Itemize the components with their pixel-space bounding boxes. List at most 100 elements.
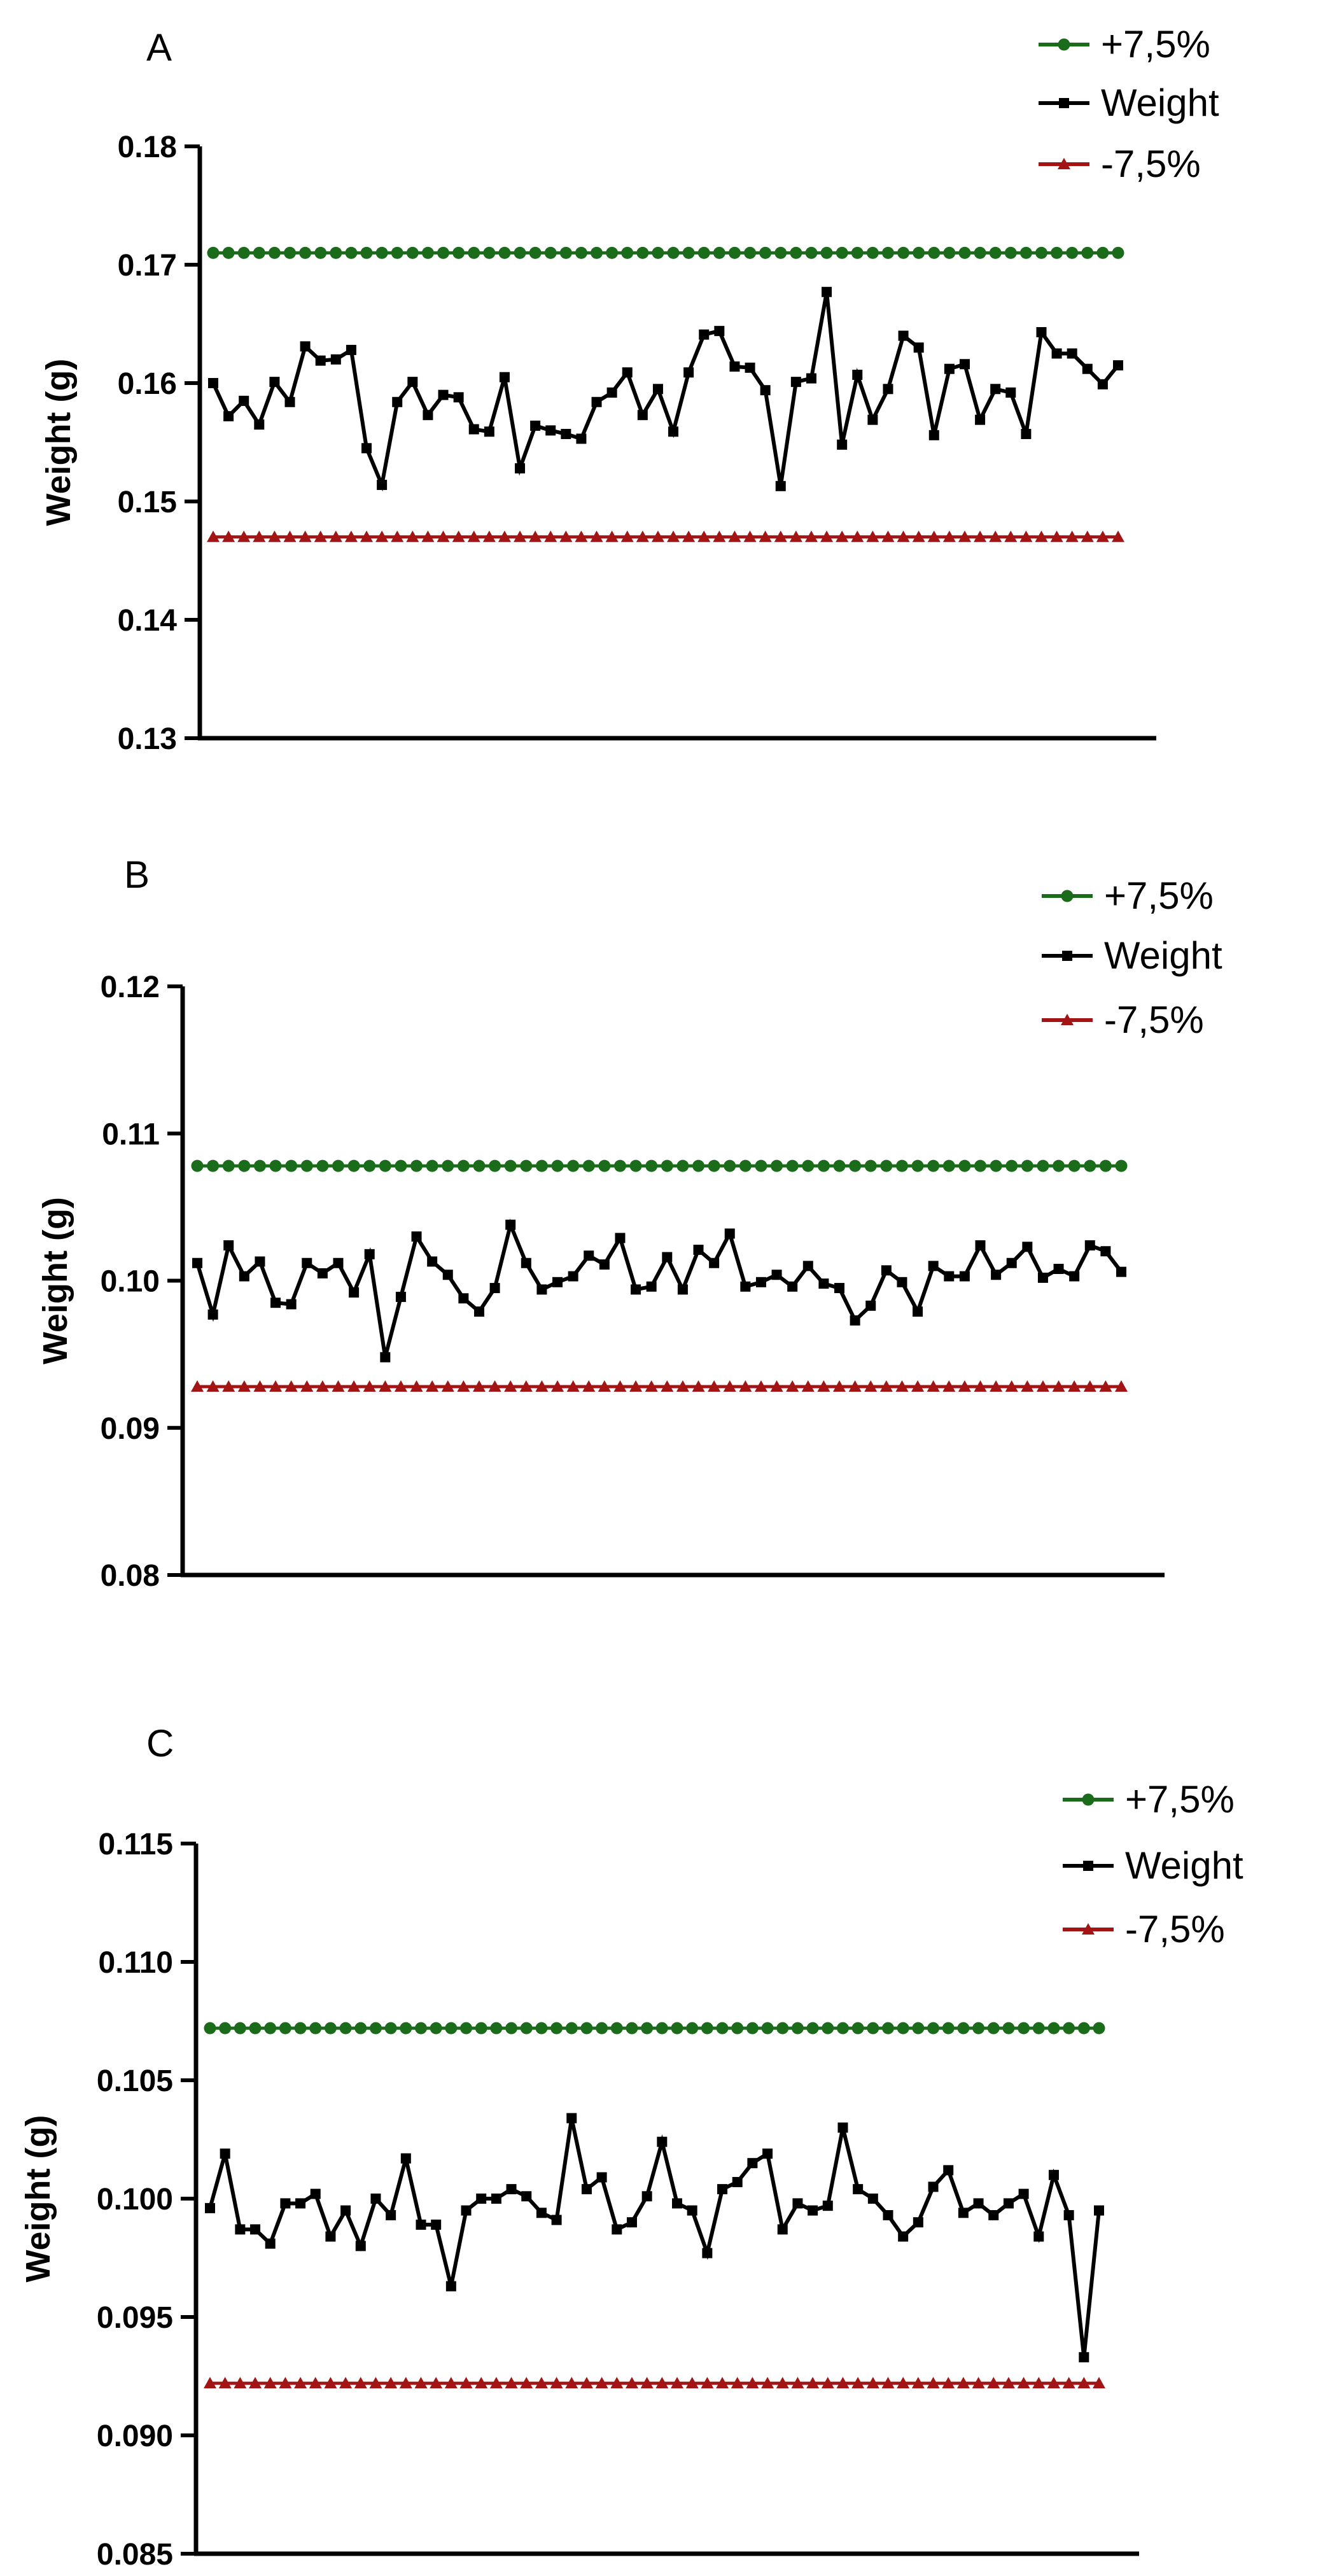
- data-point: [284, 1380, 298, 1392]
- y-tick-label: 0.095: [97, 2301, 173, 2335]
- data-point: [806, 373, 816, 384]
- data-point: [943, 246, 956, 259]
- data-point: [771, 1270, 782, 1280]
- data-point: [677, 1284, 688, 1295]
- series-lower-limit: [191, 1380, 1128, 1392]
- data-point: [629, 1159, 642, 1172]
- data-point: [551, 2215, 562, 2225]
- data-point: [1018, 2022, 1030, 2034]
- data-point: [582, 1159, 595, 1172]
- data-point: [1004, 246, 1017, 259]
- data-point: [881, 530, 895, 542]
- data-point: [234, 2022, 246, 2034]
- data-point: [255, 1256, 265, 1267]
- data-point: [330, 246, 342, 259]
- data-point: [249, 2377, 262, 2389]
- data-point: [349, 1287, 360, 1298]
- data-point: [850, 1315, 860, 1326]
- data-point: [575, 246, 587, 259]
- data-point: [716, 2022, 729, 2034]
- data-point: [598, 1159, 611, 1172]
- data-point: [755, 1159, 767, 1172]
- data-point: [1037, 1272, 1048, 1283]
- data-point: [192, 1257, 202, 1268]
- data-point: [363, 1380, 376, 1392]
- data-point: [613, 1159, 626, 1172]
- y-tick-label: 0.100: [97, 2183, 173, 2216]
- data-point: [1062, 2377, 1075, 2389]
- data-point: [332, 1380, 345, 1392]
- data-point: [489, 1159, 501, 1172]
- data-point: [834, 1283, 845, 1294]
- data-point: [771, 1159, 783, 1172]
- data-point: [662, 1252, 673, 1263]
- data-point: [631, 1284, 641, 1295]
- data-point: [626, 2022, 638, 2034]
- data-point: [268, 530, 281, 542]
- data-point: [927, 2377, 940, 2389]
- y-tick-label: 0.10: [101, 1265, 160, 1299]
- legend-label: +7,5%: [1104, 874, 1214, 917]
- data-point: [987, 2377, 1000, 2389]
- data-point: [881, 2377, 895, 2389]
- data-point: [491, 2194, 501, 2204]
- data-point: [535, 1159, 548, 1172]
- data-point: [1019, 246, 1032, 259]
- data-point: [777, 2224, 788, 2235]
- data-point: [1035, 246, 1047, 259]
- data-point: [776, 2377, 789, 2389]
- data-point: [851, 2022, 864, 2034]
- data-point: [1083, 1380, 1096, 1392]
- data-point: [551, 1380, 564, 1392]
- data-point: [974, 1159, 987, 1172]
- data-point: [836, 2377, 850, 2389]
- data-point: [520, 1159, 533, 1172]
- data-point: [407, 377, 418, 388]
- data-point: [254, 419, 265, 430]
- data-point: [520, 2022, 533, 2034]
- legend-label: +7,5%: [1101, 23, 1210, 66]
- data-point: [369, 2022, 382, 2034]
- data-point: [717, 2184, 728, 2195]
- data-point: [395, 1159, 407, 1172]
- legend-marker: [1083, 1861, 1093, 1871]
- data-point: [1093, 2377, 1105, 2389]
- data-point: [975, 414, 986, 425]
- data-point: [942, 530, 956, 542]
- data-point: [927, 1380, 940, 1392]
- data-point: [521, 1257, 531, 1268]
- data-point: [207, 1159, 220, 1172]
- data-point: [329, 530, 342, 542]
- data-point: [536, 2208, 547, 2218]
- data-point: [759, 530, 772, 542]
- data-point: [851, 246, 864, 259]
- data-point: [416, 2219, 426, 2230]
- data-point: [739, 1380, 752, 1392]
- data-point: [1036, 1380, 1049, 1392]
- data-point: [239, 1271, 249, 1282]
- data-point: [220, 2148, 230, 2159]
- data-point: [584, 1250, 594, 1261]
- data-point: [298, 530, 312, 542]
- data-point: [411, 1231, 422, 1242]
- data-point: [295, 2198, 306, 2209]
- data-point: [776, 2022, 789, 2034]
- data-point: [207, 1309, 218, 1320]
- data-point: [972, 2022, 985, 2034]
- data-point: [421, 246, 434, 259]
- data-point: [683, 367, 694, 378]
- data-point: [395, 1291, 406, 1302]
- data-point: [222, 530, 235, 542]
- data-point: [668, 426, 679, 437]
- data-point: [702, 2248, 713, 2258]
- data-point: [692, 1159, 705, 1172]
- data-point: [912, 530, 925, 542]
- data-point: [898, 330, 909, 341]
- legend-label: -7,5%: [1125, 1908, 1225, 1950]
- data-point: [655, 2022, 668, 2034]
- data-point: [391, 246, 403, 259]
- y-tick-label: 0.14: [118, 604, 178, 638]
- data-point: [883, 2210, 893, 2221]
- chart-panel-b: B 0.08 0.09 0.10 0.11 0.12 Weight (g) +7,5% Weig…: [36, 853, 1222, 1593]
- data-point: [499, 372, 510, 382]
